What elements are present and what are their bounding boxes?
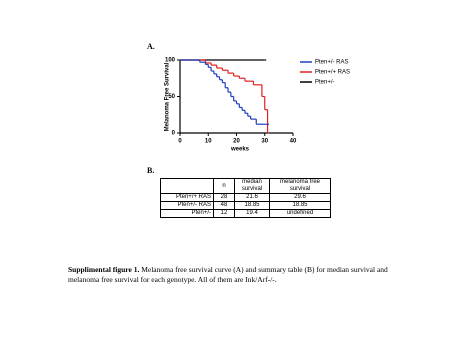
x-tick-label: 0 (178, 139, 182, 145)
cell: 21.6 (234, 193, 270, 202)
cell: 48 (213, 201, 235, 210)
cell (160, 178, 214, 194)
cell: Pten+/+ RAS (160, 193, 214, 202)
cell: 18.85 (269, 201, 331, 210)
x-tick-label: 20 (233, 139, 240, 145)
cell: 28 (213, 193, 235, 202)
y-tick-label: 0 (172, 131, 176, 137)
legend-label: Pten+/- (315, 80, 335, 86)
caption-label: Supplimental figure 1. (68, 265, 140, 274)
x-axis-label: weeks (230, 147, 250, 153)
caption: Supplimental figure 1. Melanoma free sur… (68, 265, 398, 285)
caption-text: Melanoma free survival curve (A) and sum… (68, 265, 388, 284)
x-tick-label: 10 (205, 139, 212, 145)
y-axis-label: Melanoma Free Survival (165, 62, 171, 131)
cell: 12 (213, 209, 235, 218)
cell: melanoma free survival (269, 178, 331, 194)
panel-label: B. (147, 166, 155, 175)
legend-label: Pten+/+ RAS (315, 70, 350, 76)
cell: median survival (234, 178, 270, 194)
y-tick-label: 100 (165, 58, 176, 64)
chart: weeks Melanoma Free Survival 0 10 20 30 40 0 5… (165, 58, 350, 153)
cell: 29.6 (269, 193, 331, 202)
cell: 19.4 (234, 209, 270, 218)
cell: undefined (269, 209, 331, 218)
panel-label: A. (147, 42, 155, 51)
cell: Pten+/- (160, 209, 214, 218)
x-tick-label: 30 (261, 139, 268, 145)
y-tick-label: 50 (168, 94, 175, 100)
cell: 18.85 (234, 201, 270, 210)
cell: n (213, 178, 235, 194)
cell: Pten+/- RAS (160, 201, 214, 210)
legend-label: Pten+/- RAS (315, 60, 349, 66)
x-tick-label: 40 (290, 139, 297, 145)
summary-table: n median survival melanoma free survival P… (160, 178, 331, 218)
